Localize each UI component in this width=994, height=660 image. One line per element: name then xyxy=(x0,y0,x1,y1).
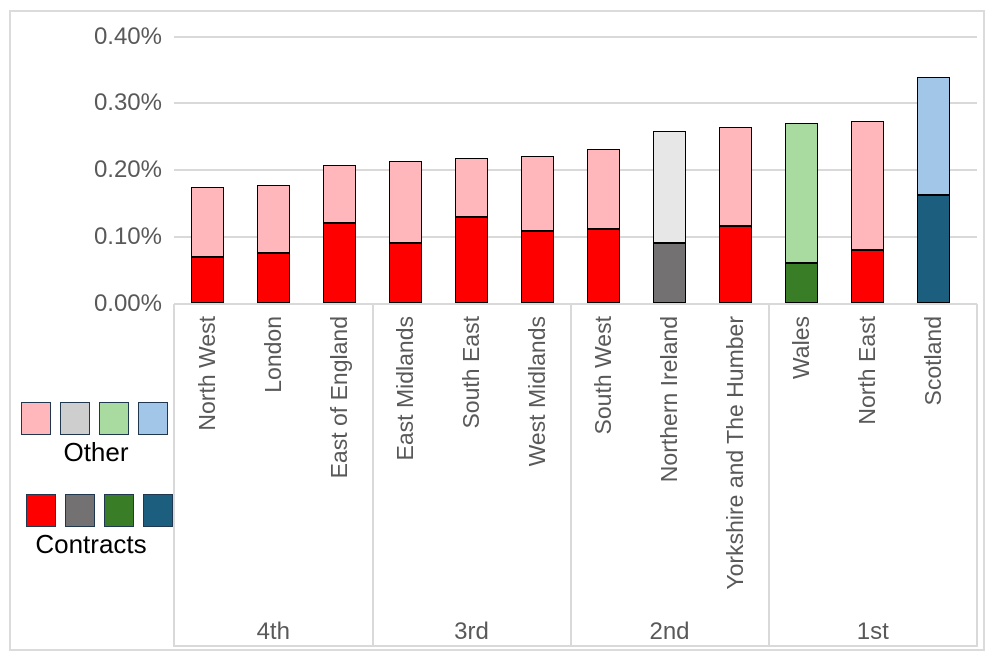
category-axis-label: Scotland xyxy=(920,316,946,406)
category-axis-divider xyxy=(371,303,374,647)
category-axis-label: Wales xyxy=(788,316,814,380)
legend-other-swatch-row xyxy=(21,402,168,435)
legend-other-swatch xyxy=(99,402,129,435)
bar-segment-other xyxy=(256,185,290,253)
y-gridline xyxy=(174,102,977,105)
category-axis-label: South East xyxy=(458,316,484,429)
bar-segment-other xyxy=(322,164,356,224)
legend-other-swatch xyxy=(21,402,51,435)
legend-contracts-swatch xyxy=(143,494,173,527)
y-axis-tick-label: 0.40% xyxy=(93,22,162,50)
category-axis-divider xyxy=(767,303,770,647)
y-gridline xyxy=(174,169,977,172)
legend-other-swatch xyxy=(60,402,90,435)
category-axis-label: North West xyxy=(194,316,220,431)
chart-frame xyxy=(9,10,985,651)
y-axis-tick-label: 0.10% xyxy=(93,222,162,250)
category-axis-label: Yorkshire and The Humber xyxy=(722,316,748,590)
bar-segment-contracts xyxy=(454,217,488,304)
y-gridline xyxy=(174,302,977,305)
bar-segment-contracts xyxy=(256,252,290,304)
category-axis-label: East Midlands xyxy=(392,316,418,461)
category-axis-divider xyxy=(173,303,175,647)
category-axis-bottom-line xyxy=(174,645,977,647)
legend-contracts-swatch-row xyxy=(26,494,173,527)
bar-segment-contracts xyxy=(850,250,884,304)
bar-segment-other xyxy=(916,76,950,196)
bar-segment-other xyxy=(652,130,686,244)
legend-other-swatch xyxy=(138,402,168,435)
y-axis-tick-label: 0.30% xyxy=(93,89,162,117)
bar-segment-contracts xyxy=(388,243,422,304)
y-axis-tick-label: 0.00% xyxy=(93,289,162,317)
category-axis-label: Northern Ireland xyxy=(656,316,682,483)
legend-contracts-swatch xyxy=(104,494,134,527)
bar-segment-other xyxy=(520,156,554,231)
y-gridline xyxy=(174,235,977,238)
group-label: 3rd xyxy=(454,618,489,645)
category-axis-label: North East xyxy=(854,316,880,425)
bar-segment-other xyxy=(190,187,224,257)
category-axis-divider xyxy=(976,303,978,647)
bar-segment-contracts xyxy=(520,230,554,304)
group-label: 1st xyxy=(856,618,889,645)
bar-segment-contracts xyxy=(322,223,356,304)
bar-segment-other xyxy=(388,160,422,244)
bar-segment-contracts xyxy=(652,243,686,304)
bar-segment-other xyxy=(454,158,488,218)
legend-contracts-swatch xyxy=(65,494,95,527)
bar-segment-other xyxy=(586,148,620,230)
y-axis-tick-label: 0.20% xyxy=(93,156,162,184)
legend-contracts-label: Contracts xyxy=(35,529,147,559)
category-axis-label: London xyxy=(260,316,286,393)
group-label: 2nd xyxy=(649,618,690,645)
category-axis-label: West Midlands xyxy=(524,316,550,467)
bar-segment-contracts xyxy=(916,195,950,304)
bar-segment-contracts xyxy=(190,256,224,304)
legend-other-label: Other xyxy=(63,437,129,467)
legend-contracts-swatch xyxy=(26,494,56,527)
group-label: 4th xyxy=(256,618,290,645)
category-axis-divider xyxy=(569,303,572,647)
bar-segment-contracts xyxy=(784,262,818,304)
bar-segment-other xyxy=(784,123,818,263)
bar-segment-other xyxy=(718,126,752,227)
bar-segment-other xyxy=(850,120,884,251)
category-axis-label: South West xyxy=(590,316,616,435)
y-gridline xyxy=(174,35,977,38)
category-axis-label: East of England xyxy=(326,316,352,479)
bar-segment-contracts xyxy=(718,226,752,304)
bar-segment-contracts xyxy=(586,229,620,304)
